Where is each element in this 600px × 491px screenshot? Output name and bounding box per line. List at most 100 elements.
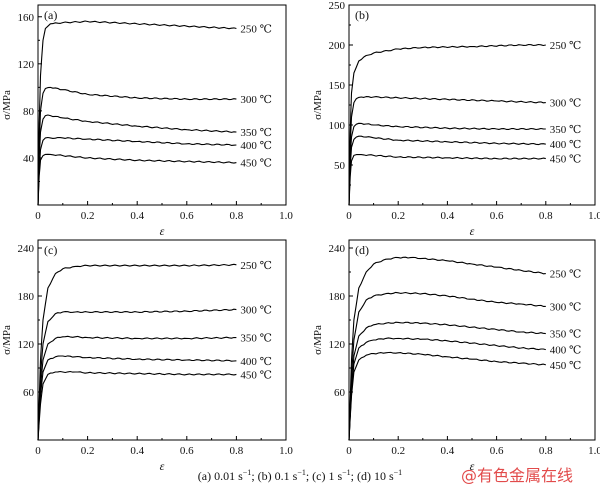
x-tick-label: 0.6 — [490, 210, 504, 222]
panel-label: (d) — [355, 243, 369, 257]
figure-caption: (a) 0.01 s−1; (b) 0.1 s−1; (c) 1 s−1; (d… — [0, 468, 600, 484]
series-line — [348, 256, 546, 441]
y-tick-label: 100 — [329, 120, 346, 132]
series-line — [37, 86, 237, 206]
caption-part-a: (a) 0.01 s — [197, 469, 243, 483]
series-line — [348, 135, 546, 206]
x-axis-label: ε — [470, 459, 475, 473]
x-tick-label: 0.4 — [441, 445, 455, 457]
series-label: 250 ℃ — [550, 269, 582, 281]
x-axis-label: ε — [160, 224, 165, 238]
chart-panel-c: 0 0.2 0.4 0.6 0.8 1.0 60 120 180 240 ε σ/MPa (c) 250 … — [1, 239, 293, 473]
caption-part-d: ; (d) 10 s — [350, 469, 394, 483]
series-label: 400 ℃ — [240, 140, 272, 152]
series-line — [348, 351, 546, 441]
chart-panel-a: 0 0.2 0.4 0.6 0.8 1.0 40 80 120 160 ε σ/MPa (a) 250 ℃… — [1, 4, 293, 238]
x-tick-label: 0.6 — [490, 445, 504, 457]
series-line — [37, 114, 237, 206]
series-label: 300 ℃ — [240, 94, 272, 106]
y-axis-label: σ/MPa — [312, 90, 324, 120]
x-axis-label: ε — [470, 224, 475, 238]
series-line — [37, 370, 237, 441]
series-line — [37, 355, 237, 441]
series-label: 400 ℃ — [550, 139, 582, 151]
series-label: 450 ℃ — [550, 360, 582, 372]
x-tick-label: 0.8 — [230, 445, 244, 457]
y-tick-label: 60 — [334, 387, 346, 399]
y-tick-label: 180 — [329, 291, 346, 303]
y-axis-label: σ/MPa — [1, 325, 13, 355]
x-tick-label: 0.8 — [539, 210, 553, 222]
series-label: 400 ℃ — [550, 345, 582, 357]
chart-panel-d: 0 0.2 0.4 0.6 0.8 1.0 60 120 180 240 ε σ/MPa (d) 250 … — [312, 239, 600, 473]
series-label: 250 ℃ — [550, 40, 582, 52]
series-label: 250 ℃ — [240, 24, 272, 36]
x-tick-label: 0.8 — [539, 445, 553, 457]
chart-panel-b: 0 0.2 0.4 0.6 0.8 1.0 50 100 150 200 250 ε σ/MPa (b) 2… — [312, 0, 600, 238]
series-label: 350 ℃ — [240, 127, 272, 139]
y-tick-label: 180 — [18, 291, 35, 303]
y-axis-label: σ/MPa — [1, 90, 13, 120]
series-label: 450 ℃ — [550, 154, 582, 166]
series-label: 300 ℃ — [240, 305, 272, 317]
caption-part-c: ; (c) 1 s — [305, 469, 343, 483]
x-tick-label: 0 — [346, 210, 352, 222]
y-tick-label: 160 — [18, 12, 35, 24]
panel-label: (a) — [44, 8, 57, 22]
caption-exp-a: −1 — [242, 468, 252, 477]
y-tick-label: 200 — [329, 40, 346, 52]
x-tick-label: 0.6 — [180, 210, 194, 222]
y-tick-label: 240 — [329, 243, 346, 255]
x-tick-label: 0.8 — [230, 210, 244, 222]
x-tick-label: 0.4 — [130, 210, 144, 222]
watermark: @有色金属在线 — [461, 466, 574, 485]
series-line — [348, 96, 546, 206]
caption-exp-c: −1 — [342, 468, 351, 477]
y-tick-label: 150 — [329, 80, 346, 92]
caption-exp-d: −1 — [393, 468, 403, 477]
caption-part-b: ; (b) 0.1 s — [251, 469, 298, 483]
y-tick-label: 120 — [329, 339, 346, 351]
series-line — [348, 43, 546, 206]
y-tick-label: 120 — [18, 59, 35, 71]
series-line — [37, 263, 237, 441]
series-line — [348, 321, 546, 441]
series-line — [37, 153, 237, 206]
series-label: 300 ℃ — [550, 98, 582, 110]
series-line — [348, 122, 546, 206]
panel-label: (c) — [44, 243, 57, 257]
series-label: 450 ℃ — [240, 158, 272, 170]
series-line — [348, 153, 546, 206]
x-tick-label: 1.0 — [279, 445, 293, 457]
series-line — [37, 20, 237, 206]
series-label: 250 ℃ — [240, 260, 272, 272]
x-tick-label: 0.2 — [391, 445, 405, 457]
y-axis-label: σ/MPa — [312, 325, 324, 355]
series-label: 350 ℃ — [550, 124, 582, 136]
series-label: 400 ℃ — [240, 356, 272, 368]
series-label: 450 ℃ — [240, 369, 272, 381]
series-label: 350 ℃ — [550, 329, 582, 341]
series-line — [37, 335, 237, 441]
series-label: 300 ℃ — [550, 301, 582, 313]
series-line — [37, 308, 237, 441]
x-tick-label: 0.2 — [391, 210, 405, 222]
x-tick-label: 0.6 — [180, 445, 194, 457]
x-tick-label: 0 — [35, 210, 41, 222]
x-tick-label: 0.4 — [130, 445, 144, 457]
y-tick-label: 250 — [329, 0, 346, 12]
x-tick-label: 0.2 — [81, 445, 95, 457]
caption-exp-b: −1 — [297, 468, 306, 477]
x-tick-label: 1.0 — [588, 210, 600, 222]
y-tick-label: 80 — [23, 106, 35, 118]
x-tick-label: 0 — [346, 445, 352, 457]
series-line — [348, 337, 546, 441]
y-tick-label: 60 — [23, 387, 35, 399]
x-tick-label: 1.0 — [588, 445, 600, 457]
x-axis-label: ε — [160, 459, 165, 473]
x-tick-label: 1.0 — [279, 210, 293, 222]
x-tick-label: 0.4 — [441, 210, 455, 222]
y-tick-label: 40 — [23, 153, 35, 165]
x-tick-label: 0.2 — [81, 210, 95, 222]
series-label: 350 ℃ — [240, 333, 272, 345]
